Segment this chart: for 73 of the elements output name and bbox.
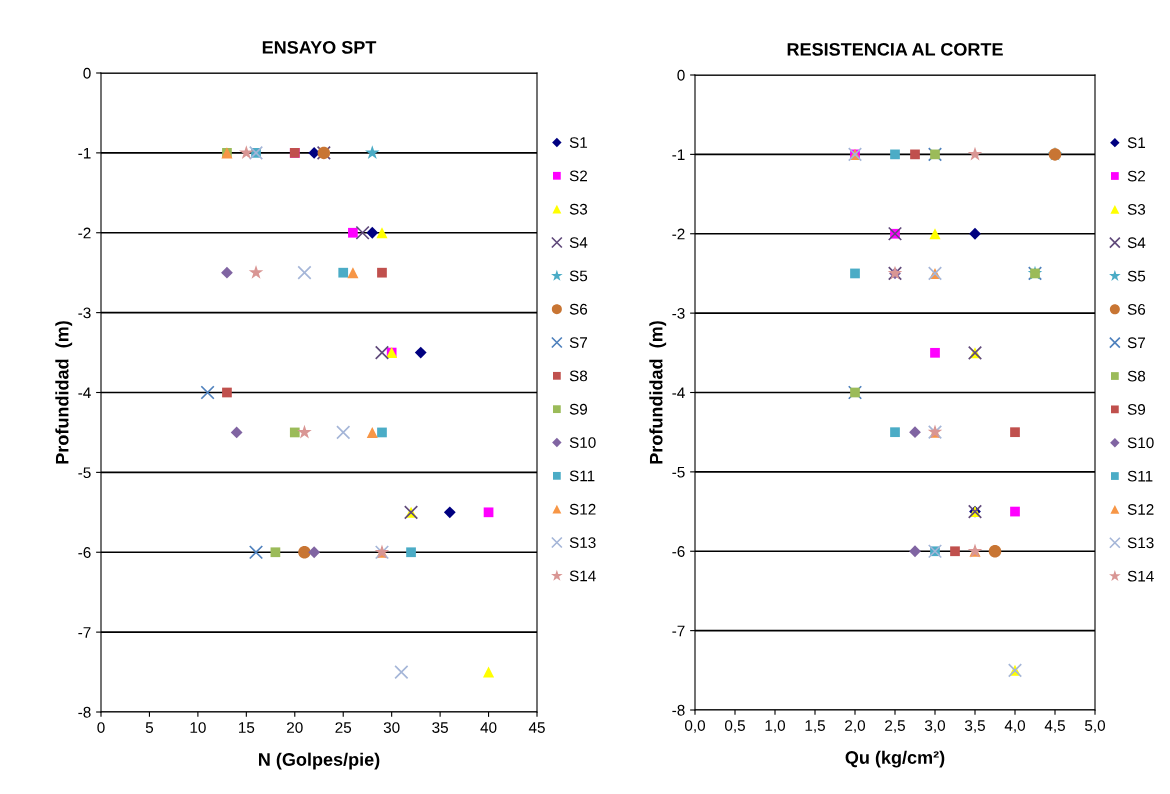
y-tick-label: -6 (672, 546, 685, 557)
legend-label: S14 (569, 570, 596, 582)
y-tick-label: 0 (677, 69, 685, 81)
legend-label: S2 (1127, 170, 1145, 182)
legend-label: S8 (1127, 370, 1146, 382)
legend-label: S5 (1127, 270, 1146, 282)
y-tick-label: -7 (672, 625, 685, 637)
x-tick-label: 0,5 (724, 720, 745, 733)
legend-label: S13 (569, 537, 596, 549)
y-axis-title: Profundidad (m) (649, 321, 667, 464)
y-tick-label: -5 (672, 466, 685, 478)
x-tick-label: 25 (335, 722, 352, 733)
y-tick-label: 0 (83, 67, 91, 79)
x-tick-label: 4,5 (1044, 720, 1065, 733)
y-tick-label: -2 (672, 228, 685, 240)
legend-label: S5 (569, 270, 588, 282)
y-tick-label: -7 (78, 627, 91, 638)
y-tick-label: -2 (78, 227, 91, 239)
legend-label: S12 (1127, 504, 1154, 515)
y-tick-label: -8 (672, 704, 685, 716)
x-tick-label: 35 (432, 722, 448, 733)
x-tick-label: 30 (383, 722, 400, 733)
y-tick-label: -4 (78, 387, 91, 399)
legend-label: S6 (1127, 304, 1146, 315)
legend-label: S10 (569, 437, 596, 448)
y-tick-label: -3 (78, 307, 91, 319)
legend-label: S11 (569, 470, 595, 482)
y-tick-label: -8 (78, 706, 91, 718)
y-tick-label: -6 (78, 547, 91, 558)
legend-label: S12 (569, 503, 596, 515)
x-tick-label: 40 (480, 722, 497, 733)
legend-label: S9 (1127, 404, 1146, 415)
x-tick-label: 0,0 (684, 720, 706, 733)
x-tick-label: 45 (528, 722, 545, 733)
x-tick-label: 10 (190, 722, 206, 733)
x-tick-label: 3,0 (924, 720, 946, 733)
legend-label: S2 (569, 170, 587, 182)
chart-title: RESISTENCIA AL CORTE (787, 42, 1003, 56)
legend-label: S4 (1127, 237, 1146, 249)
legend-label: S11 (1127, 470, 1153, 482)
x-tick-label: 15 (239, 722, 255, 733)
legend-label: S6 (569, 303, 588, 315)
y-tick-label: -5 (78, 467, 91, 479)
legend-label: S14 (1127, 570, 1154, 582)
x-tick-label: 1,5 (805, 720, 825, 733)
x-axis-title: N (Golpes/pie) (259, 752, 380, 770)
y-axis-title: Profundidad (m) (55, 321, 73, 464)
x-tick-label: 4,0 (1004, 720, 1026, 733)
legend-label: S1 (1127, 137, 1146, 149)
x-tick-label: 0 (97, 722, 105, 733)
x-tick-label: 5,0 (1084, 720, 1106, 733)
x-tick-label: 5 (145, 722, 154, 733)
legend-label: S8 (569, 370, 588, 382)
x-tick-label: 1,0 (765, 720, 786, 733)
x-tick-label: 20 (287, 722, 303, 733)
y-tick-label: -4 (672, 387, 685, 399)
legend-label: S3 (1127, 204, 1146, 215)
legend-label: S9 (569, 403, 588, 415)
legend-label: S4 (569, 237, 588, 248)
x-tick-label: 2,5 (885, 720, 905, 733)
legend-label: S13 (1127, 537, 1154, 549)
x-axis-title: Qu (kg/cm²) (845, 750, 945, 768)
legend-label: S1 (569, 137, 588, 148)
legend-label: S7 (1127, 337, 1145, 349)
y-tick-label: -1 (672, 149, 685, 160)
legend-label: S3 (569, 203, 588, 215)
chart-title: ENSAYO SPT (262, 40, 377, 54)
x-tick-label: 3,5 (964, 720, 985, 733)
legend-label: S7 (569, 337, 587, 348)
legend-label: S10 (1127, 437, 1154, 449)
y-tick-label: -3 (672, 307, 685, 319)
x-tick-label: 2,0 (845, 720, 866, 733)
y-tick-label: -1 (78, 147, 91, 159)
